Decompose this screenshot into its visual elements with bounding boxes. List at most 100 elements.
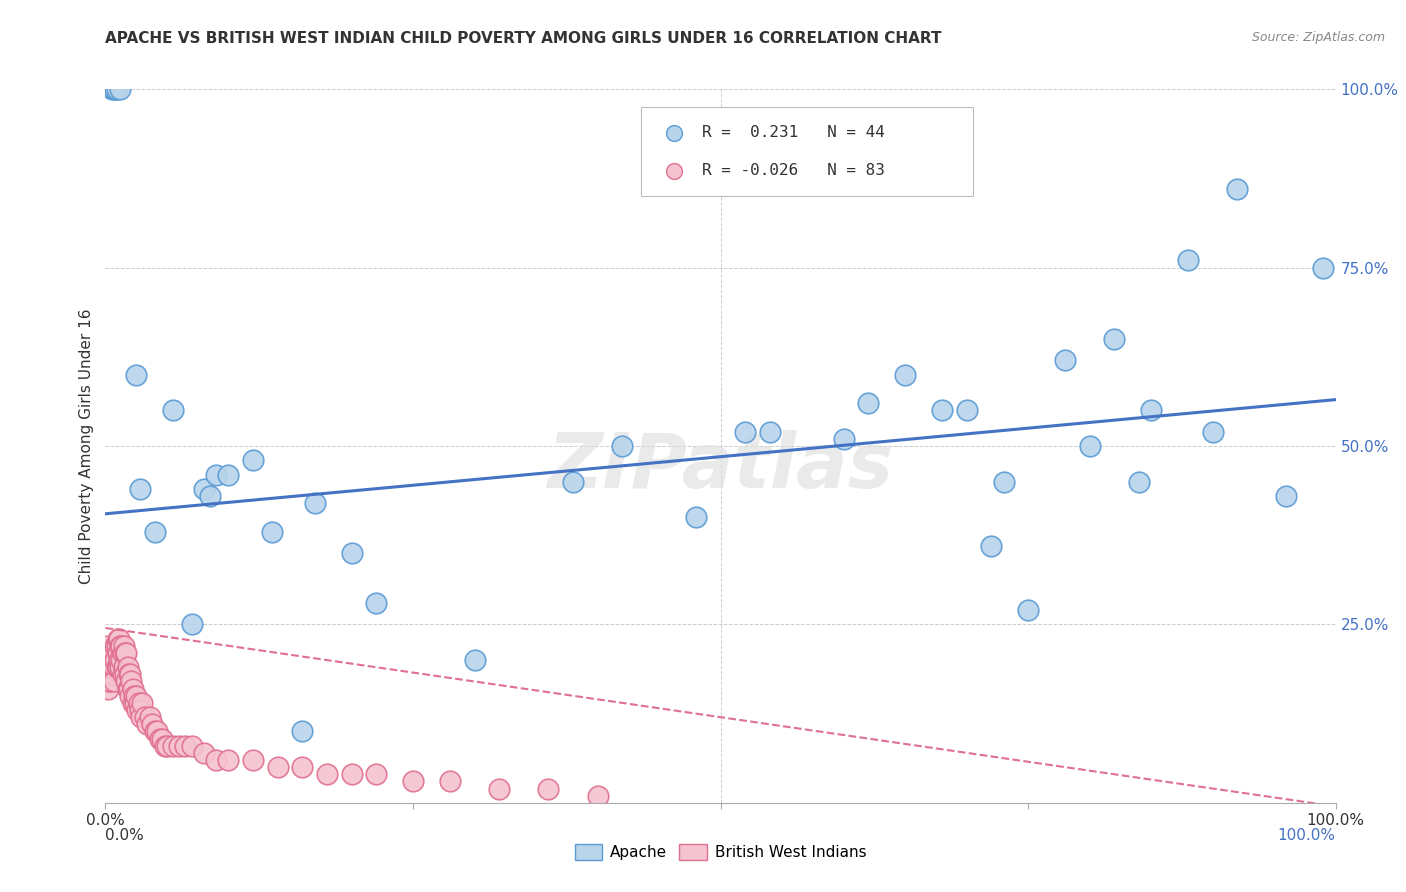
Point — [956, 403, 979, 417]
Point — [180, 739, 202, 753]
Point — [121, 696, 143, 710]
Point — [98, 674, 122, 689]
Point — [180, 617, 202, 632]
Point — [105, 660, 128, 674]
Point — [1275, 489, 1298, 503]
Point — [110, 660, 132, 674]
Point — [98, 653, 122, 667]
Point — [150, 731, 173, 746]
Point — [218, 467, 240, 482]
Point — [110, 639, 132, 653]
Point — [143, 524, 166, 539]
Point — [169, 739, 191, 753]
Point — [121, 681, 143, 696]
Point — [118, 681, 141, 696]
Point — [402, 774, 425, 789]
Point — [832, 432, 855, 446]
Point — [242, 453, 264, 467]
Point — [120, 667, 141, 681]
Point — [464, 653, 486, 667]
Point — [115, 674, 138, 689]
Point — [1202, 425, 1225, 439]
Point — [112, 639, 135, 653]
Point — [110, 653, 132, 667]
Point — [304, 496, 326, 510]
Text: 0.0%: 0.0% — [105, 828, 145, 843]
Point — [610, 439, 633, 453]
Point — [993, 475, 1015, 489]
Point — [162, 739, 184, 753]
Point — [111, 667, 134, 681]
Point — [156, 739, 179, 753]
Point — [931, 403, 953, 417]
Point — [1102, 332, 1125, 346]
Point — [143, 724, 166, 739]
Point — [120, 689, 141, 703]
Point — [103, 82, 125, 96]
Point — [124, 696, 146, 710]
Point — [128, 696, 150, 710]
Point — [894, 368, 917, 382]
Text: R = -0.026   N = 83: R = -0.026 N = 83 — [702, 163, 884, 178]
Point — [1054, 353, 1077, 368]
Point — [101, 646, 124, 660]
Text: APACHE VS BRITISH WEST INDIAN CHILD POVERTY AMONG GIRLS UNDER 16 CORRELATION CHA: APACHE VS BRITISH WEST INDIAN CHILD POVE… — [105, 31, 942, 46]
Point — [1177, 253, 1199, 268]
Point — [98, 674, 121, 689]
Point — [1140, 403, 1163, 417]
Legend: Apache, British West Indians: Apache, British West Indians — [569, 838, 872, 866]
Point — [107, 646, 129, 660]
Point — [562, 475, 585, 489]
Point — [127, 703, 149, 717]
Point — [94, 639, 117, 653]
Point — [1312, 260, 1334, 275]
Point — [100, 667, 122, 681]
Point — [141, 717, 163, 731]
Point — [105, 639, 128, 653]
Point — [138, 710, 162, 724]
Point — [488, 781, 510, 796]
Point — [104, 82, 127, 96]
Point — [110, 639, 132, 653]
Point — [366, 767, 388, 781]
Point — [1226, 182, 1249, 196]
Point — [858, 396, 880, 410]
Point — [96, 653, 118, 667]
Point — [149, 731, 172, 746]
Point — [134, 710, 156, 724]
Point — [260, 524, 283, 539]
Point — [125, 689, 148, 703]
Point — [291, 724, 314, 739]
Point — [117, 681, 139, 696]
Point — [125, 368, 148, 382]
FancyBboxPatch shape — [641, 107, 973, 196]
Point — [980, 539, 1002, 553]
Point — [103, 646, 125, 660]
Point — [101, 660, 124, 674]
Point — [439, 774, 461, 789]
Point — [198, 489, 221, 503]
Point — [685, 510, 707, 524]
Point — [193, 482, 215, 496]
Point — [205, 753, 228, 767]
Text: ZIPatlas: ZIPatlas — [547, 431, 894, 504]
Point — [97, 681, 120, 696]
Point — [1078, 439, 1101, 453]
Point — [537, 781, 560, 796]
Point — [662, 126, 685, 140]
Point — [115, 646, 138, 660]
Point — [108, 632, 131, 646]
Point — [100, 653, 122, 667]
Point — [97, 660, 120, 674]
Point — [205, 467, 228, 482]
Point — [94, 653, 117, 667]
Text: Source: ZipAtlas.com: Source: ZipAtlas.com — [1251, 31, 1385, 45]
Point — [129, 710, 152, 724]
Point — [110, 82, 132, 96]
Point — [366, 596, 388, 610]
Point — [340, 546, 363, 560]
Point — [111, 646, 134, 660]
Point — [107, 660, 129, 674]
Point — [174, 739, 197, 753]
Point — [96, 667, 118, 681]
